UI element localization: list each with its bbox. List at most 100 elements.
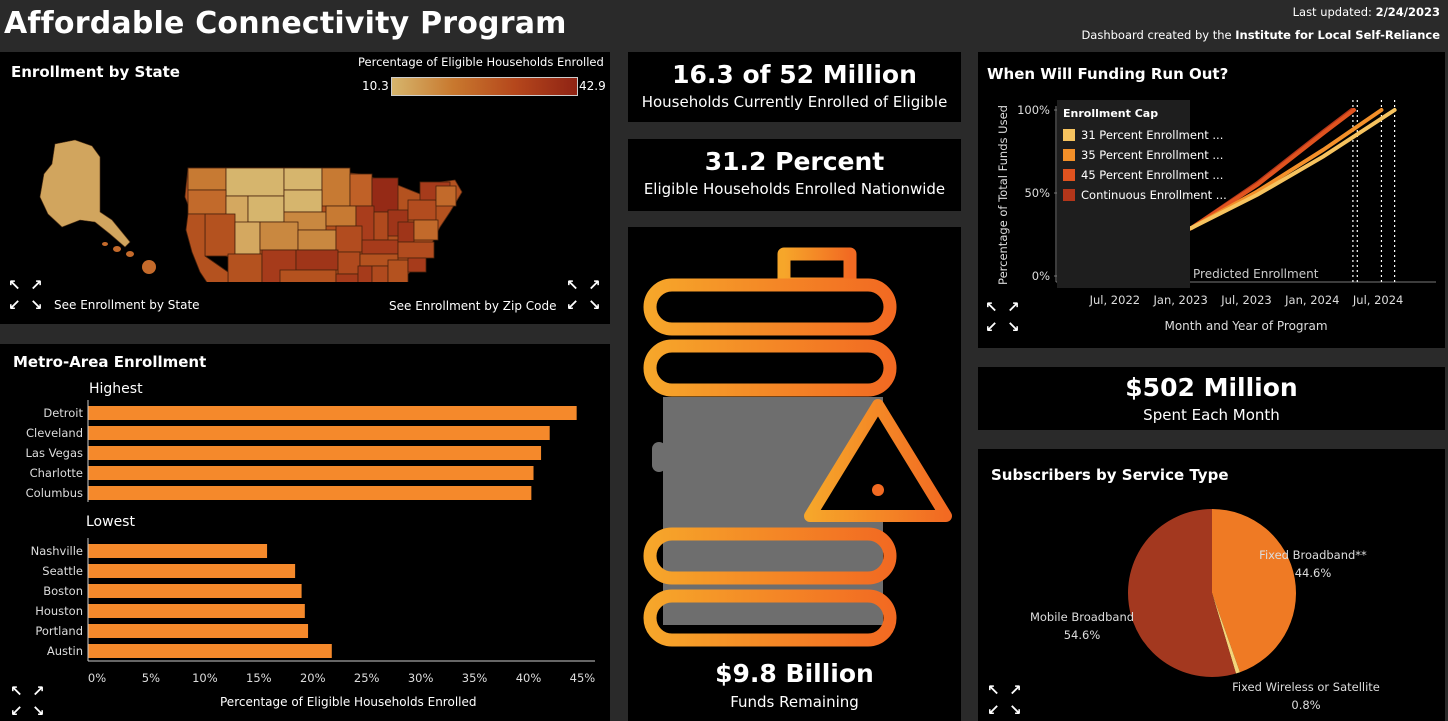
- funding-x-tick: Jan, 2024: [1284, 293, 1339, 307]
- metro-bar-chart: Detroit Cleveland Las Vegas Charlotte Columb…: [26, 400, 595, 685]
- highest-label: Highest: [89, 381, 143, 397]
- enrollment-map-panel: Enrollment by State Percentage of Eligib…: [0, 52, 610, 324]
- metro-city-label: Houston: [35, 604, 83, 618]
- legend-swatch: [1063, 169, 1075, 181]
- legend-title: Enrollment Cap: [1063, 107, 1159, 120]
- expand-arrows-icon[interactable]: ↖ ↗ ↙ ↘: [985, 298, 1020, 336]
- map-state-wi: [349, 173, 373, 207]
- metro-bar-highest[interactable]: [88, 486, 532, 500]
- metro-bar-lowest[interactable]: [88, 644, 332, 658]
- metro-x-tick: 25%: [354, 671, 380, 685]
- metro-bar-lowest[interactable]: [88, 604, 305, 618]
- pie-value-label: 44.6%: [1295, 566, 1332, 580]
- metro-city-label: Boston: [43, 584, 83, 598]
- map-state-sd: [283, 189, 323, 213]
- funding-x-tick: Jul, 2024: [1352, 293, 1403, 307]
- legend-item[interactable]: 45 Percent Enrollment ...: [1063, 168, 1223, 182]
- kpi-funds-value: $9.8 Billion: [715, 659, 874, 688]
- map-state-wy: [247, 195, 285, 223]
- funding-x-tick: Jul, 2023: [1220, 293, 1271, 307]
- service-pie-chart: Fixed Broadband** 44.6% Mobile Broadband 54…: [1030, 509, 1380, 712]
- pie-slice[interactable]: [1212, 509, 1296, 673]
- kpi-spent-value: $502 Million: [1125, 373, 1298, 402]
- metro-bar-lowest[interactable]: [88, 624, 309, 638]
- map-state-co: [259, 221, 299, 251]
- metro-bar-highest[interactable]: [88, 426, 550, 440]
- metro-bar-highest[interactable]: [88, 446, 542, 460]
- map-state-in: [373, 211, 389, 241]
- map-state-ca: [185, 213, 229, 282]
- kpi-enrolled-panel: 16.3 of 52 Million Households Currently …: [628, 52, 961, 122]
- metro-x-tick: 20%: [300, 671, 326, 685]
- legend-swatch: [1063, 189, 1075, 201]
- kpi-percent-value: 31.2 Percent: [704, 147, 885, 176]
- map-state-wv: [397, 221, 415, 243]
- map-state-al: [371, 265, 389, 282]
- creator-link[interactable]: Institute for Local Self-Reliance: [1235, 28, 1440, 42]
- see-enrollment-by-zip-link[interactable]: See Enrollment by Zip Code: [389, 299, 557, 313]
- metro-x-tick: 30%: [408, 671, 434, 685]
- map-state-la: [335, 273, 359, 282]
- kpi-percent-panel: 31.2 Percent Eligible Households Enrolle…: [628, 139, 961, 211]
- legend-label: 35 Percent Enrollment ...: [1081, 148, 1224, 162]
- legend-swatch: [1063, 129, 1075, 141]
- see-enrollment-by-state-link[interactable]: See Enrollment by State: [54, 298, 200, 312]
- us-choropleth-map[interactable]: [0, 102, 610, 282]
- metro-city-label: Detroit: [43, 406, 83, 420]
- predicted-enrollment-annotation: Predicted Enrollment: [1193, 267, 1319, 281]
- kpi-enrolled-value: 16.3 of 52 Million: [672, 60, 917, 89]
- legend-label: Continuous Enrollment ...: [1081, 188, 1227, 202]
- legend-item[interactable]: 35 Percent Enrollment ...: [1063, 148, 1223, 162]
- metro-bar-lowest[interactable]: [88, 564, 296, 578]
- panel-title: Subscribers by Service Type: [991, 466, 1229, 484]
- metro-city-label: Austin: [47, 644, 83, 658]
- legend-item[interactable]: Continuous Enrollment ...: [1063, 188, 1227, 202]
- map-state-ne-states: [435, 185, 457, 207]
- expand-arrows-icon[interactable]: ↖ ↗ ↙ ↘: [8, 276, 43, 314]
- funding-x-tick: Jul, 2022: [1089, 293, 1140, 307]
- map-state-pa: [407, 199, 437, 221]
- service-type-panel: Subscribers by Service Type Fixed Broadb…: [978, 449, 1445, 721]
- last-updated: Last updated: 2/24/2023: [1292, 5, 1440, 19]
- metro-x-tick: 15%: [246, 671, 272, 685]
- map-state-or: [187, 189, 227, 215]
- map-state-ms: [357, 265, 373, 282]
- metro-x-tick: 35%: [462, 671, 488, 685]
- expand-arrows-icon[interactable]: ↖ ↗ ↙ ↘: [987, 681, 1022, 719]
- metro-bar-lowest[interactable]: [88, 584, 302, 598]
- panel-title: Metro-Area Enrollment: [13, 353, 207, 371]
- map-state-ut: [234, 221, 261, 255]
- map-legend-gradient: [391, 77, 578, 96]
- panel-title: Enrollment by State: [11, 63, 180, 81]
- metro-x-tick: 5%: [142, 671, 160, 685]
- metro-city-label: Columbus: [26, 486, 83, 500]
- map-state-va: [413, 219, 439, 241]
- metro-bar-highest[interactable]: [88, 406, 577, 420]
- funding-y-tick: 50%: [1024, 186, 1050, 200]
- panel-title: When Will Funding Run Out?: [987, 65, 1229, 83]
- expand-arrows-icon[interactable]: ↖ ↗ ↙ ↘: [566, 276, 601, 314]
- funding-legend: Enrollment Cap 31 Percent Enrollment ...…: [1057, 100, 1227, 288]
- map-state-mn: [321, 167, 351, 207]
- map-state-mi: [371, 177, 399, 213]
- pie-label: Mobile Broadband: [1030, 610, 1134, 624]
- legend-item[interactable]: 31 Percent Enrollment ...: [1063, 128, 1223, 142]
- metro-bar-lowest[interactable]: [88, 544, 268, 558]
- map-state-tx: [279, 269, 337, 282]
- metro-x-tick: 40%: [516, 671, 542, 685]
- map-state-ky: [361, 239, 399, 255]
- map-state-hawaii-2: [113, 246, 121, 252]
- pie-value-label: 0.8%: [1291, 698, 1320, 712]
- map-state-ar: [337, 251, 361, 275]
- funds-remaining-panel: $9.8 Billion Funds Remaining: [628, 227, 961, 721]
- expand-arrows-icon[interactable]: ↖ ↗ ↙ ↘: [10, 682, 45, 720]
- metro-city-label: Las Vegas: [26, 446, 84, 460]
- lowest-label: Lowest: [86, 514, 135, 530]
- pie-slice[interactable]: [1212, 593, 1240, 674]
- pie-slice[interactable]: [1128, 509, 1236, 677]
- last-updated-date: 2/24/2023: [1375, 5, 1440, 19]
- map-state-nd: [283, 167, 323, 191]
- metro-bar-highest[interactable]: [88, 466, 534, 480]
- map-state-az: [227, 253, 263, 282]
- map-state-wa: [187, 167, 227, 191]
